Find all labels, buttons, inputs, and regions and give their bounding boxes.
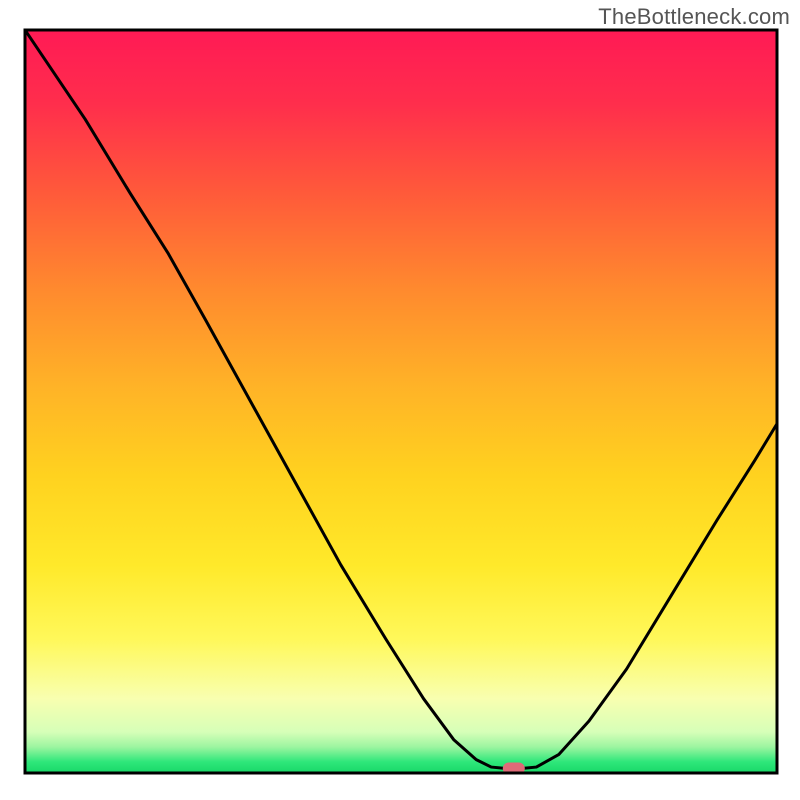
bottleneck-chart <box>0 0 800 800</box>
watermark-text: TheBottleneck.com <box>598 4 790 30</box>
